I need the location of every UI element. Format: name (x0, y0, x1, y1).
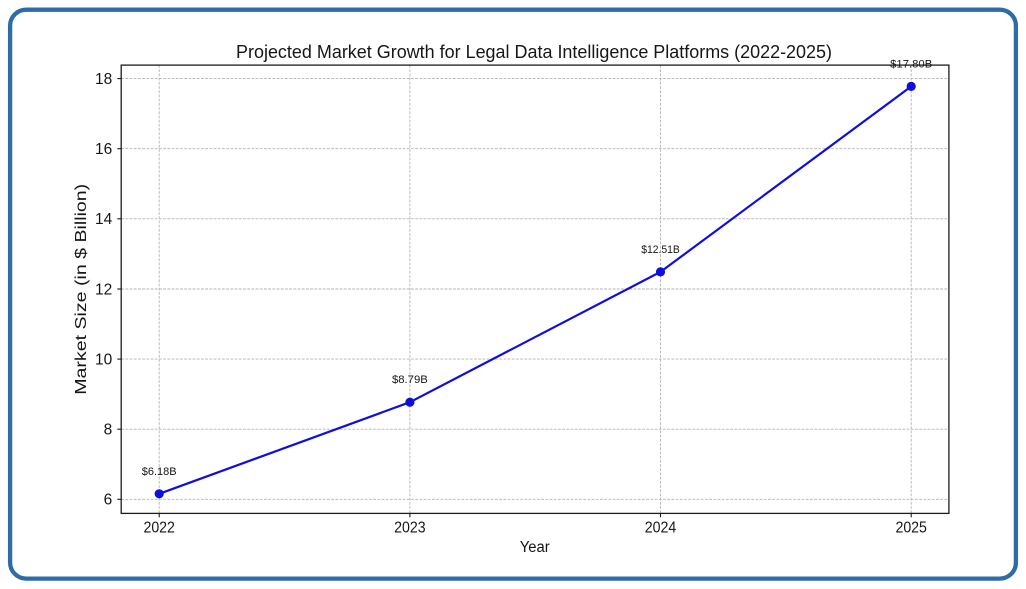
svg-text:16: 16 (95, 141, 112, 158)
svg-text:2025: 2025 (895, 520, 927, 537)
svg-text:Projected Market Growth for Le: Projected Market Growth for Legal Data I… (236, 41, 832, 62)
svg-text:2024: 2024 (645, 520, 677, 537)
svg-text:10: 10 (95, 351, 113, 368)
svg-text:8: 8 (104, 422, 113, 439)
svg-text:18: 18 (95, 71, 112, 88)
svg-text:14: 14 (95, 211, 113, 228)
svg-text:6: 6 (104, 492, 113, 509)
svg-text:2022: 2022 (143, 520, 175, 537)
svg-text:$17.80B: $17.80B (890, 58, 932, 70)
svg-text:Market Size (in $ Billion): Market Size (in $ Billion) (73, 184, 90, 395)
svg-text:12: 12 (95, 281, 112, 298)
svg-text:$8.79B: $8.79B (392, 374, 428, 386)
svg-text:$6.18B: $6.18B (142, 466, 177, 478)
svg-text:2023: 2023 (394, 520, 426, 537)
svg-text:Year: Year (520, 539, 550, 556)
svg-text:$12.51B: $12.51B (641, 244, 680, 256)
